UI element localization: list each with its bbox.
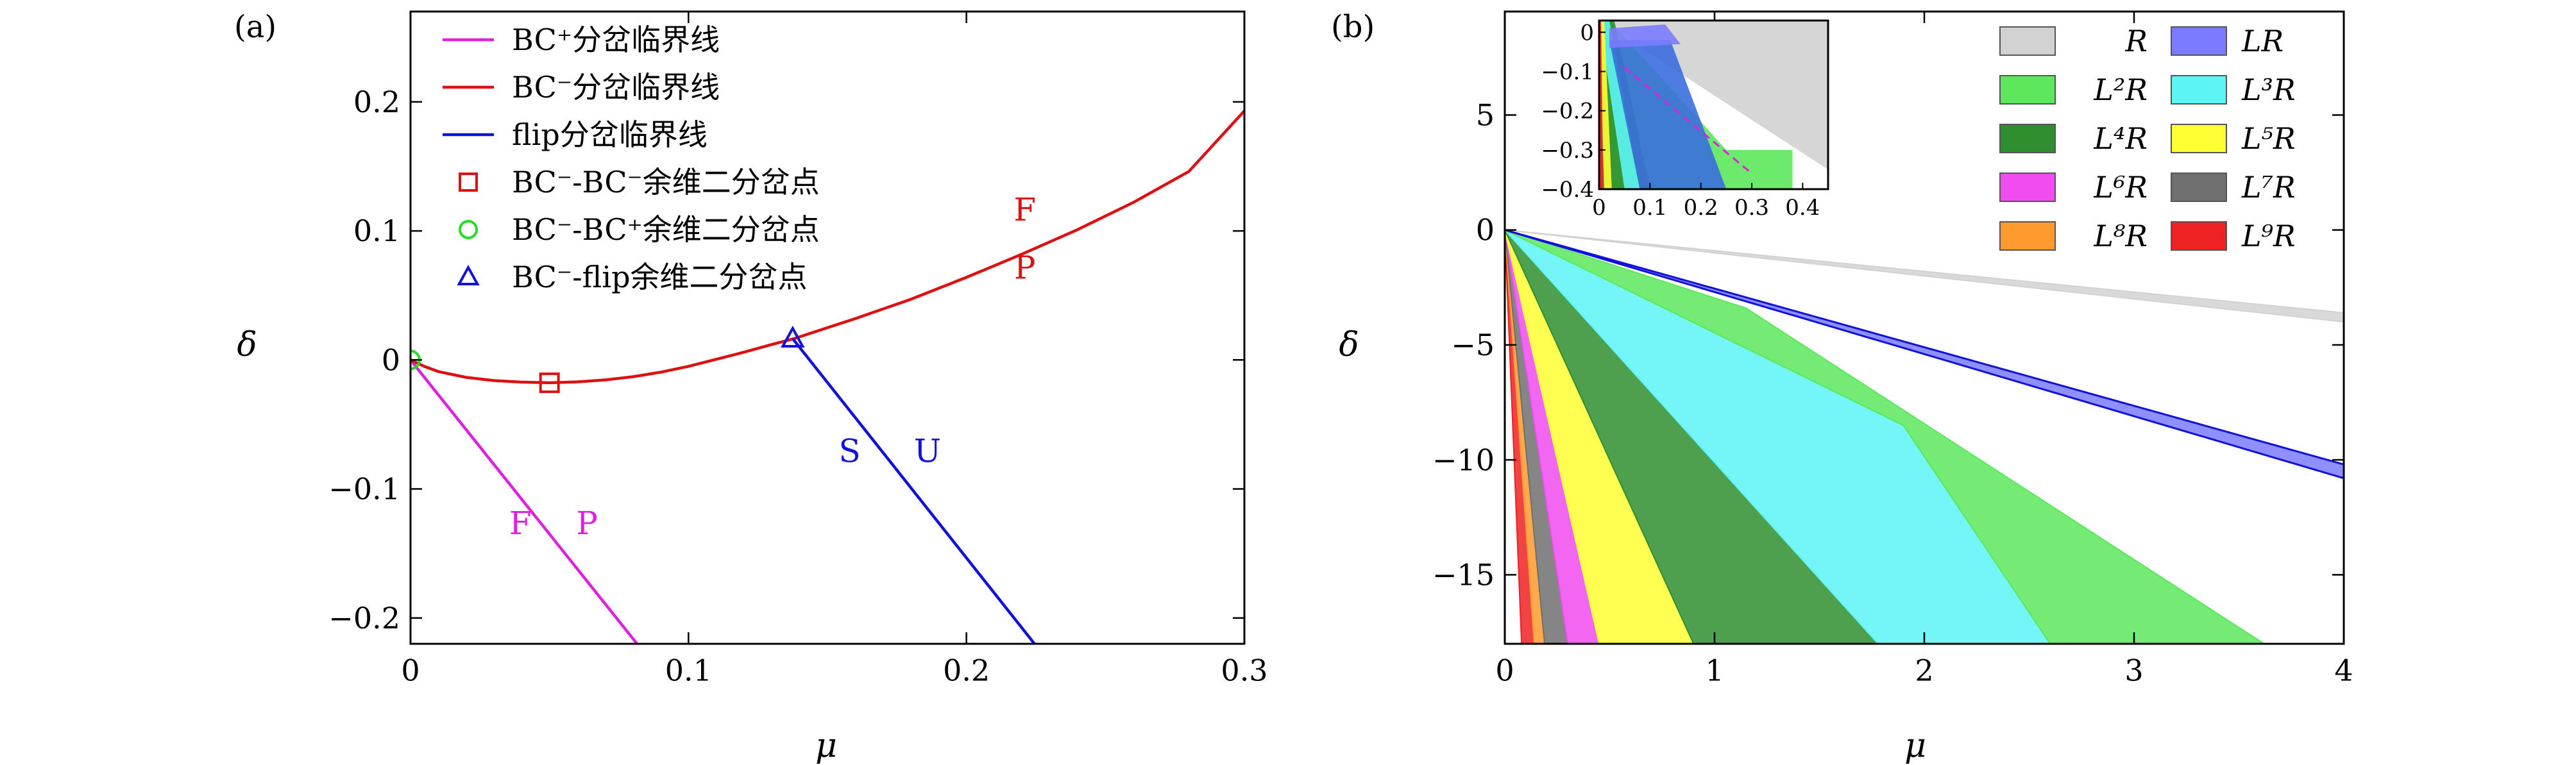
legend-b-label-8: L⁸R	[2093, 219, 2148, 253]
region-annotation-2: S	[839, 432, 861, 469]
region-annotation-4: F	[509, 505, 532, 542]
bifurcation-marker-2	[781, 325, 805, 348]
legend-b-label-4: L⁴R	[2093, 121, 2148, 156]
panel-a-xtick-label: 0	[401, 653, 419, 688]
legend-a-swatch-4	[459, 220, 478, 239]
inset-region-4	[1609, 40, 1727, 189]
panel-a-tick-labels: 0 0.1 0.2 0.3 −0.2 −0.1 0 0.1 0.2	[328, 12, 1268, 688]
legend-a-label-3: BC⁻-BC⁻余维二分岔点	[512, 165, 820, 199]
panel-b-label: (b)	[1331, 9, 1375, 45]
region-0	[1505, 229, 2344, 323]
inset-region-6	[1599, 21, 1612, 189]
legend-b-label-2: L²R	[2093, 72, 2148, 107]
legend-b-swatch-5	[2171, 124, 2227, 153]
legend-b-swatch-6	[1999, 172, 2056, 202]
inset-xtick-label: 0.3	[1734, 195, 1769, 221]
legend-b-swatch-8	[1999, 221, 2056, 251]
panel-b-tick-labels: 0 1 2 3 4 −15 −10 −5 0 5	[1432, 12, 2353, 688]
bifurcation-marker-0	[539, 372, 560, 393]
panel-b-ylabel: δ	[1339, 326, 1359, 364]
legend-b-swatch-9	[2171, 221, 2227, 251]
inset-xtick-label: 0.4	[1785, 195, 1820, 221]
legend-b-swatch-2	[1999, 75, 2056, 105]
legend-a-label-2: flip分岔临界线	[512, 117, 708, 152]
panel-b-plot-area	[1504, 10, 2345, 645]
panel-b-ytick-label: 0	[1476, 213, 1495, 248]
panel-b-ytick-label: −15	[1432, 558, 1495, 593]
legend-b-label-1: LR	[2241, 24, 2284, 58]
inset-xtick-label: 0	[1592, 195, 1606, 221]
inset-xtick-label: 0.2	[1684, 195, 1718, 221]
series-line-0	[411, 358, 638, 644]
panel-b-inset: 0 0.1 0.2 0.3 0.4 −0.4 −0.3 −0.2 −0.1 0	[1541, 19, 1829, 221]
panel-a-frame	[409, 10, 1246, 645]
region-lr-edge-top	[1505, 229, 2344, 466]
legend-b-label-7: L⁷R	[2241, 170, 2296, 205]
panel-a-ylabel: δ	[237, 326, 257, 364]
panel-b: (b) μ δ 0 1 2 3 4 −15 −10 −5 0 5 0 0.1 0.2 0.3 0.4 −0.…	[1331, 9, 2353, 765]
inset-ytick-label: −0.1	[1541, 60, 1594, 85]
panel-b-xtick-label: 1	[1705, 653, 1724, 688]
panel-a: (a) μ δ FPS UF P 0 0.1 0.2 0.3−0.2−0.100.10.2…	[234, 9, 1268, 765]
region-annotation-5: P	[576, 505, 598, 542]
series-line-1	[411, 110, 1244, 385]
legend-a-label-5: BC⁻-flip余维二分岔点	[512, 260, 808, 294]
panel-b-ytick-label: −5	[1451, 328, 1495, 362]
legend-a-label-1: BC⁻分岔临界线	[512, 70, 720, 105]
panel-a-xtick-label: 0.1	[665, 653, 712, 688]
inset-xtick-label: 0.1	[1632, 195, 1667, 221]
inset-dashed-line	[1623, 67, 1752, 174]
panel-b-xtick-label: 4	[2334, 653, 2353, 688]
panel-a-ytick-label: 0.2	[353, 85, 400, 119]
legend-b-label-6: L⁶R	[2093, 170, 2148, 205]
inset-frame	[1598, 19, 1829, 190]
inset-region-5	[1609, 24, 1681, 48]
panel-b-ytick-label: −10	[1432, 442, 1495, 477]
panel-a-legend: BC⁺分岔临界线 BC⁻分岔临界线 flip分岔临界线 BC⁻-BC⁻余维二分岔点 BC…	[443, 22, 820, 294]
inset-ytick-label: −0.4	[1541, 177, 1594, 203]
region-annotation-0: F	[1013, 191, 1036, 228]
panel-b-legend: R LR L²R L³R L⁴R L⁵R L⁶R L⁷R L⁸R L⁹R	[1999, 24, 2296, 253]
panel-a-xtick-label: 0.3	[1221, 653, 1267, 688]
region-annotation-1: P	[1014, 249, 1036, 287]
inset-ytick-label: −0.3	[1541, 138, 1594, 164]
legend-a-swatch-3	[459, 172, 478, 192]
inset-ytick-label: −0.2	[1541, 99, 1594, 124]
region-lr-edge-bottom	[1505, 229, 2344, 480]
panel-b-regions-group	[1505, 229, 2344, 644]
panel-a-ytick-label: −0.2	[328, 601, 400, 635]
panel-b-xtick-label: 3	[2124, 653, 2143, 688]
panel-b-xtick-label: 0	[1495, 653, 1514, 688]
series-line-2	[792, 337, 1036, 644]
inset-regions-group	[1599, 21, 1828, 189]
legend-a-label-4: BC⁻-BC⁺余维二分岔点	[512, 212, 820, 247]
panel-a-ytick-label: 0	[382, 342, 400, 377]
legend-b-label-5: L⁵R	[2241, 121, 2296, 156]
legend-b-swatch-3	[2171, 75, 2227, 105]
panel-b-xtick-label: 2	[1915, 653, 1933, 688]
panel-a-label: (a)	[234, 9, 276, 45]
legend-b-swatch-7	[2171, 172, 2227, 202]
legend-b-swatch-1	[2171, 26, 2227, 56]
panel-b-ytick-label: 5	[1476, 97, 1495, 132]
panel-a-plot-area: FPS UF P	[409, 10, 1246, 645]
legend-b-label-3: L³R	[2241, 72, 2296, 107]
panel-a-xtick-label: 0.2	[943, 653, 990, 688]
legend-a-swatch-5	[457, 264, 480, 286]
legend-b-label-0: R	[2124, 24, 2148, 58]
panel-a-xlabel: μ	[815, 727, 837, 765]
legend-a-label-0: BC⁺分岔临界线	[512, 22, 720, 57]
region-8	[1505, 229, 2266, 644]
legend-b-swatch-0	[1999, 26, 2056, 56]
legend-b-swatch-4	[1999, 124, 2056, 153]
inset-region-3	[1599, 21, 1640, 189]
panel-a-ytick-label: −0.1	[328, 472, 400, 507]
panel-a-ytick-label: 0.1	[353, 214, 400, 248]
inset-ytick-label: 0	[1580, 20, 1594, 46]
panel-b-xlabel: μ	[1904, 727, 1926, 765]
legend-b-label-9: L⁹R	[2241, 219, 2296, 253]
region-annotation-3: U	[914, 432, 941, 469]
inset-region-7	[1599, 21, 1604, 189]
